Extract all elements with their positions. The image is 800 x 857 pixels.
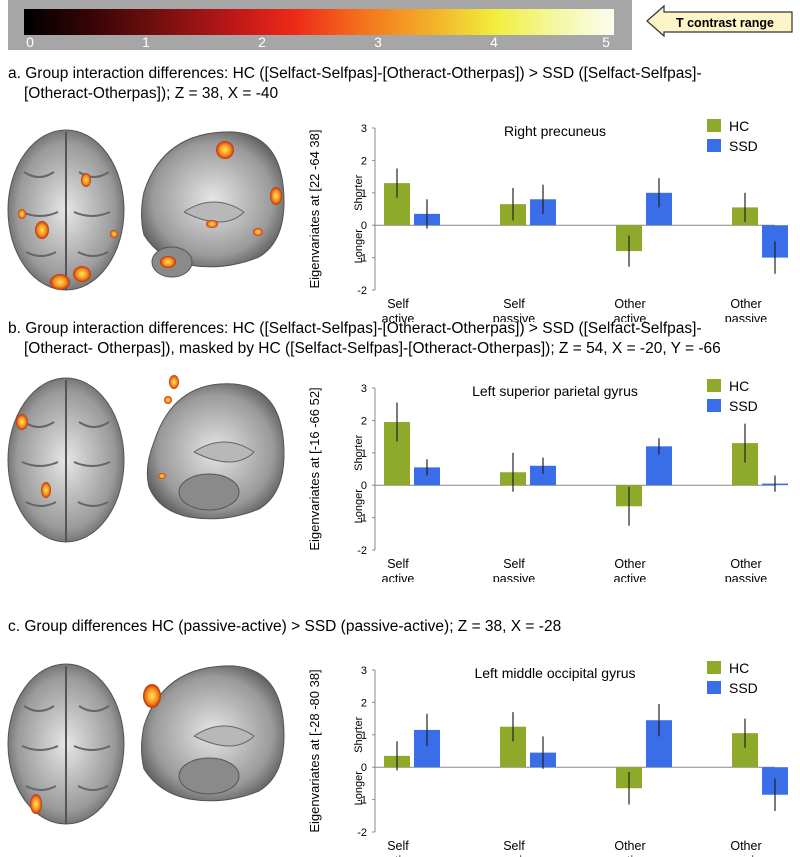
chart-title: Left middle occipital gyrus — [474, 665, 635, 681]
category-label: Self — [503, 839, 525, 853]
colorbar-tick: 3 — [374, 34, 382, 50]
category-label: Other — [730, 557, 761, 571]
category-label: passive — [725, 572, 767, 582]
colorbar-arrow-label: T contrast range — [646, 4, 793, 38]
panel-b-title-line2: [Otheract- Otherpas]), masked by HC ([Se… — [24, 340, 721, 357]
chart-title: Right precuneus — [504, 123, 606, 139]
category-label: passive — [493, 854, 535, 857]
chart-left-middle-occipital-gyrus: Eigenvariates at [-28 -80 38] Shorter Long… — [307, 660, 788, 857]
colorbar-ticks: 0 1 2 3 4 5 — [24, 0, 614, 50]
category-label: passive — [493, 312, 535, 322]
category-label: Other — [730, 839, 761, 853]
category-label: active — [614, 312, 647, 322]
chart-ytick-label: -2 — [357, 285, 367, 297]
colorbar-label: T contrast range — [676, 16, 774, 30]
category-label: passive — [725, 312, 767, 322]
chart-left-superior-parietal-gyrus: Eigenvariates at [-16 -66 52] Shorter Long… — [307, 378, 788, 582]
bar-ssd — [414, 467, 440, 486]
legend-label-hc: HC — [729, 118, 749, 134]
category-label: active — [382, 572, 415, 582]
sagittal-brain-slice — [141, 131, 285, 278]
colorbar-tick: 2 — [258, 34, 266, 50]
bar-ssd — [530, 465, 556, 486]
category-label: passive — [493, 572, 535, 582]
panel-b-brain-images — [7, 375, 285, 543]
legend-label-hc: HC — [729, 378, 749, 394]
chart-shorter-label: Shorter — [353, 434, 365, 470]
chart-ytick-label: 3 — [361, 123, 367, 135]
legend-label-ssd: SSD — [729, 138, 758, 154]
panel-a-title: a. Group interaction differences: HC ([S… — [8, 64, 798, 104]
chart-ytick-label: -1 — [357, 253, 367, 265]
chart-ytick-label: -2 — [357, 545, 367, 557]
chart-ytick-label: 3 — [361, 665, 367, 677]
chart-ylabel: Eigenvariates at [-28 -80 38] — [307, 669, 322, 832]
category-label: passive — [725, 854, 767, 857]
panel-a-title-line2: [Otheract-Otherpas]); Z = 38, X = -40 — [24, 85, 279, 102]
sagittal-brain-slice — [146, 375, 285, 520]
category-label: active — [382, 312, 415, 322]
category-label: Self — [387, 557, 409, 571]
chart-right-precuneus: Eigenvariates at [22 -64 38] Shorter Longe… — [307, 118, 788, 322]
legend-swatch-ssd — [707, 139, 721, 152]
panel-c-title-line1: c. Group differences HC (passive-active)… — [8, 618, 562, 635]
legend-label-hc: HC — [729, 660, 749, 676]
chart-longer-label: Longer — [353, 229, 365, 264]
chart-ylabel: Eigenvariates at [22 -64 38] — [307, 130, 322, 289]
chart-longer-label: Longer — [353, 489, 365, 524]
legend-swatch-ssd — [707, 681, 721, 694]
chart-ytick-label: 2 — [361, 155, 367, 167]
axial-brain-slice — [7, 129, 125, 291]
chart-ytick-label: 0 — [361, 762, 367, 774]
category-label: active — [614, 572, 647, 582]
legend-swatch-ssd — [707, 399, 721, 412]
chart-ylabel: Eigenvariates at [-16 -66 52] — [307, 387, 322, 550]
chart-ytick-label: -2 — [357, 827, 367, 839]
category-label: Other — [614, 557, 645, 571]
category-label: Self — [387, 839, 409, 853]
panel-a-brain-images — [7, 129, 285, 291]
category-label: Other — [614, 297, 645, 311]
chart-ytick-label: 3 — [361, 383, 367, 395]
chart-longer-label: Longer — [353, 771, 365, 806]
category-label: Other — [614, 839, 645, 853]
axial-brain-slice — [7, 377, 125, 543]
colorbar-tick: 5 — [602, 34, 610, 50]
chart-ytick-label: -1 — [357, 513, 367, 525]
legend-swatch-hc — [707, 119, 721, 132]
axial-brain-slice — [7, 663, 125, 825]
legend-label-ssd: SSD — [729, 680, 758, 696]
chart-title: Left superior parietal gyrus — [472, 383, 638, 399]
panel-c-brain-images — [7, 663, 285, 825]
legend-label-ssd: SSD — [729, 398, 758, 414]
chart-ytick-label: 2 — [361, 697, 367, 709]
chart-ytick-label: 2 — [361, 415, 367, 427]
colorbar-tick: 1 — [142, 34, 150, 50]
category-label: Other — [730, 297, 761, 311]
chart-ytick-label: 1 — [361, 188, 367, 200]
panel-b-title-line1: b. Group interaction differences: HC ([S… — [8, 320, 702, 337]
category-label: Self — [387, 297, 409, 311]
panel-c-title: c. Group differences HC (passive-active)… — [8, 617, 798, 637]
left-arrow-icon — [646, 4, 793, 38]
chart-ytick-label: 0 — [361, 220, 367, 232]
category-label: Self — [503, 297, 525, 311]
chart-shorter-label: Shorter — [353, 174, 365, 210]
panel-b-title: b. Group interaction differences: HC ([S… — [8, 319, 798, 359]
category-label: active — [614, 854, 647, 857]
colorbar-gradient — [24, 9, 614, 35]
chart-ytick-label: 0 — [361, 480, 367, 492]
colorbar-tick: 4 — [490, 34, 498, 50]
chart-ytick-label: -1 — [357, 795, 367, 807]
legend-swatch-hc — [707, 379, 721, 392]
chart-ytick-label: 1 — [361, 448, 367, 460]
category-label: Self — [503, 557, 525, 571]
category-label: active — [382, 854, 415, 857]
chart-shorter-label: Shorter — [353, 716, 365, 752]
sagittal-brain-slice — [141, 665, 285, 802]
panel-a-title-line1: a. Group interaction differences: HC ([S… — [8, 65, 702, 82]
colorbar-tick: 0 — [26, 34, 34, 50]
chart-ytick-label: 1 — [361, 730, 367, 742]
legend-swatch-hc — [707, 661, 721, 674]
